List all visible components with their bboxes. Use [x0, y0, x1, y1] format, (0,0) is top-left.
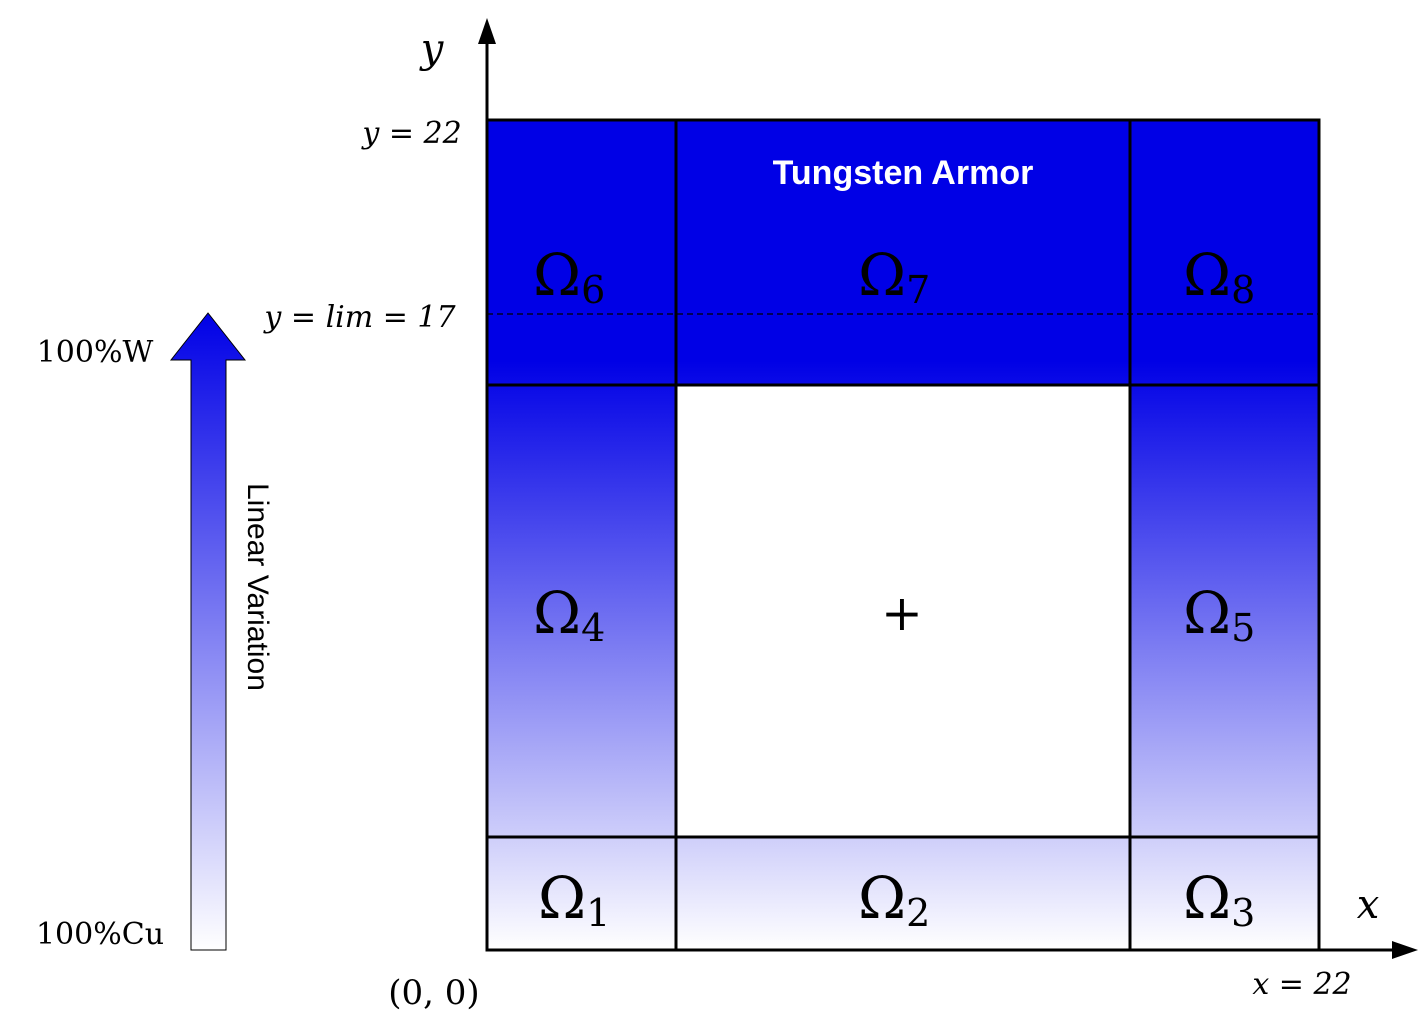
region-labels: Ω1 Ω2 Ω3 Ω4 Ω5 Ω6 Ω7 Ω8 [533, 241, 1255, 935]
omega-7-label: Ω7 [858, 241, 930, 312]
y-lim-label: y = lim = 17 [262, 300, 456, 335]
graded-domain [487, 120, 1319, 950]
x-axis-label: x [1357, 882, 1380, 928]
center-mark: + [881, 584, 923, 642]
cooling-channel-hole [676, 385, 1130, 837]
region-right-band [1130, 385, 1319, 837]
x-max-label: x = 22 [1252, 967, 1351, 1002]
omega-2-label: Ω2 [858, 864, 930, 935]
omega-4-label: Ω4 [533, 579, 605, 650]
region-left-band [487, 385, 676, 837]
region-borders [485, 118, 1321, 952]
omega-6-label: Ω6 [533, 241, 605, 312]
scale-arrow-shape [169, 312, 247, 951]
x-axis-arrowhead [1392, 941, 1418, 959]
omega-8-label: Ω8 [1183, 241, 1255, 312]
scale-top-label: 100%W [37, 335, 154, 370]
region-top-band [487, 120, 1319, 385]
region-bottom-band [487, 837, 1319, 950]
y-axis-label: y [419, 26, 445, 72]
y-axis-arrowhead [478, 18, 496, 44]
scale-bottom-label: 100%Cu [36, 917, 164, 952]
gradient-scale-arrow [169, 312, 247, 951]
omega-1-label: Ω1 [538, 864, 610, 935]
omega-5-label: Ω5 [1183, 579, 1255, 650]
scale-arrow-label: Linear Variation [241, 483, 274, 691]
origin-label: (0, 0) [388, 973, 479, 1013]
tungsten-armor-label: Tungsten Armor [773, 154, 1034, 192]
omega-3-label: Ω3 [1183, 864, 1255, 935]
y-max-label: y = 22 [360, 116, 461, 151]
